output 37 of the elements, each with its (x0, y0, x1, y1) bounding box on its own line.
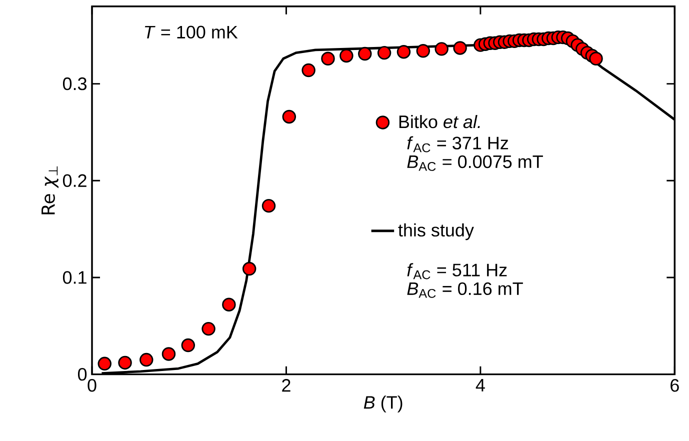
annotation: T = 100 mK (144, 26, 238, 38)
annotation: B$_{AC}$ = 0.16 mT (407, 282, 523, 298)
point (181, 338, 196, 352)
point (262, 198, 276, 213)
y-tick-label: 0.2 (62, 174, 86, 188)
point (242, 262, 256, 276)
point (302, 63, 316, 78)
point (321, 52, 335, 66)
point (416, 44, 430, 58)
annotation: f$_{AC}$ = 511 Hz (407, 263, 507, 280)
point (118, 356, 132, 370)
y-tick-label: 0.3 (62, 77, 87, 90)
annotation: f$_{AC}$ = 371 Hz (407, 136, 508, 152)
point (377, 46, 392, 60)
point (202, 322, 216, 336)
point (222, 298, 236, 312)
x-tick-label: 2 (282, 379, 290, 392)
legend-label: Bitko et al. (399, 114, 480, 128)
x-tick-label: 6 (670, 379, 679, 392)
legend-label: this study (398, 223, 474, 240)
point (453, 41, 467, 55)
x-axis-title: B (T) (364, 396, 402, 412)
point (434, 42, 448, 56)
y-axis-title: Re χ$_{⊥}$ (42, 166, 58, 214)
point (358, 46, 372, 61)
annotation: B$_{AC}$ = 0.0075 mT (407, 155, 543, 171)
point (282, 110, 296, 124)
point (98, 356, 112, 371)
point (589, 52, 603, 66)
y-tick-label: 0 (78, 368, 87, 381)
x-tick-label: 0 (88, 379, 96, 392)
point (140, 352, 154, 367)
point (162, 347, 176, 361)
x-tick-label: 4 (476, 379, 485, 392)
y-tick-label: 0.1 (62, 271, 86, 284)
point (396, 44, 411, 59)
point (340, 48, 354, 63)
